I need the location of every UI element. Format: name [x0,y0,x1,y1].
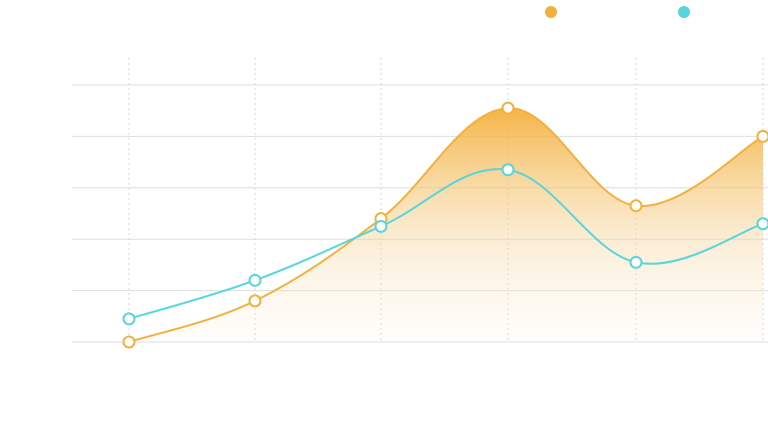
series-1-area [129,108,763,342]
series-1-point [756,129,768,143]
series-1-point [122,335,136,349]
series-2-point [756,217,768,231]
series-2-line [128,168,764,320]
legend-swatch-series-1 [545,6,557,18]
series-2-point [374,219,388,233]
series-1-point [501,101,515,115]
series-2-point [248,273,262,287]
series-2-point [629,255,643,269]
legend-swatch-series-2 [678,6,690,18]
series-2-point [501,163,515,177]
area-layer [129,108,763,342]
series-2-point [122,312,136,326]
marker-layer [122,101,768,349]
legend [545,6,690,18]
series-1-point [248,294,262,308]
series-1-point [629,199,643,213]
